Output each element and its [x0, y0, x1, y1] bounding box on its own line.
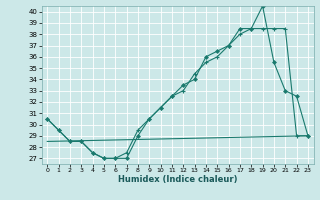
X-axis label: Humidex (Indice chaleur): Humidex (Indice chaleur) [118, 175, 237, 184]
